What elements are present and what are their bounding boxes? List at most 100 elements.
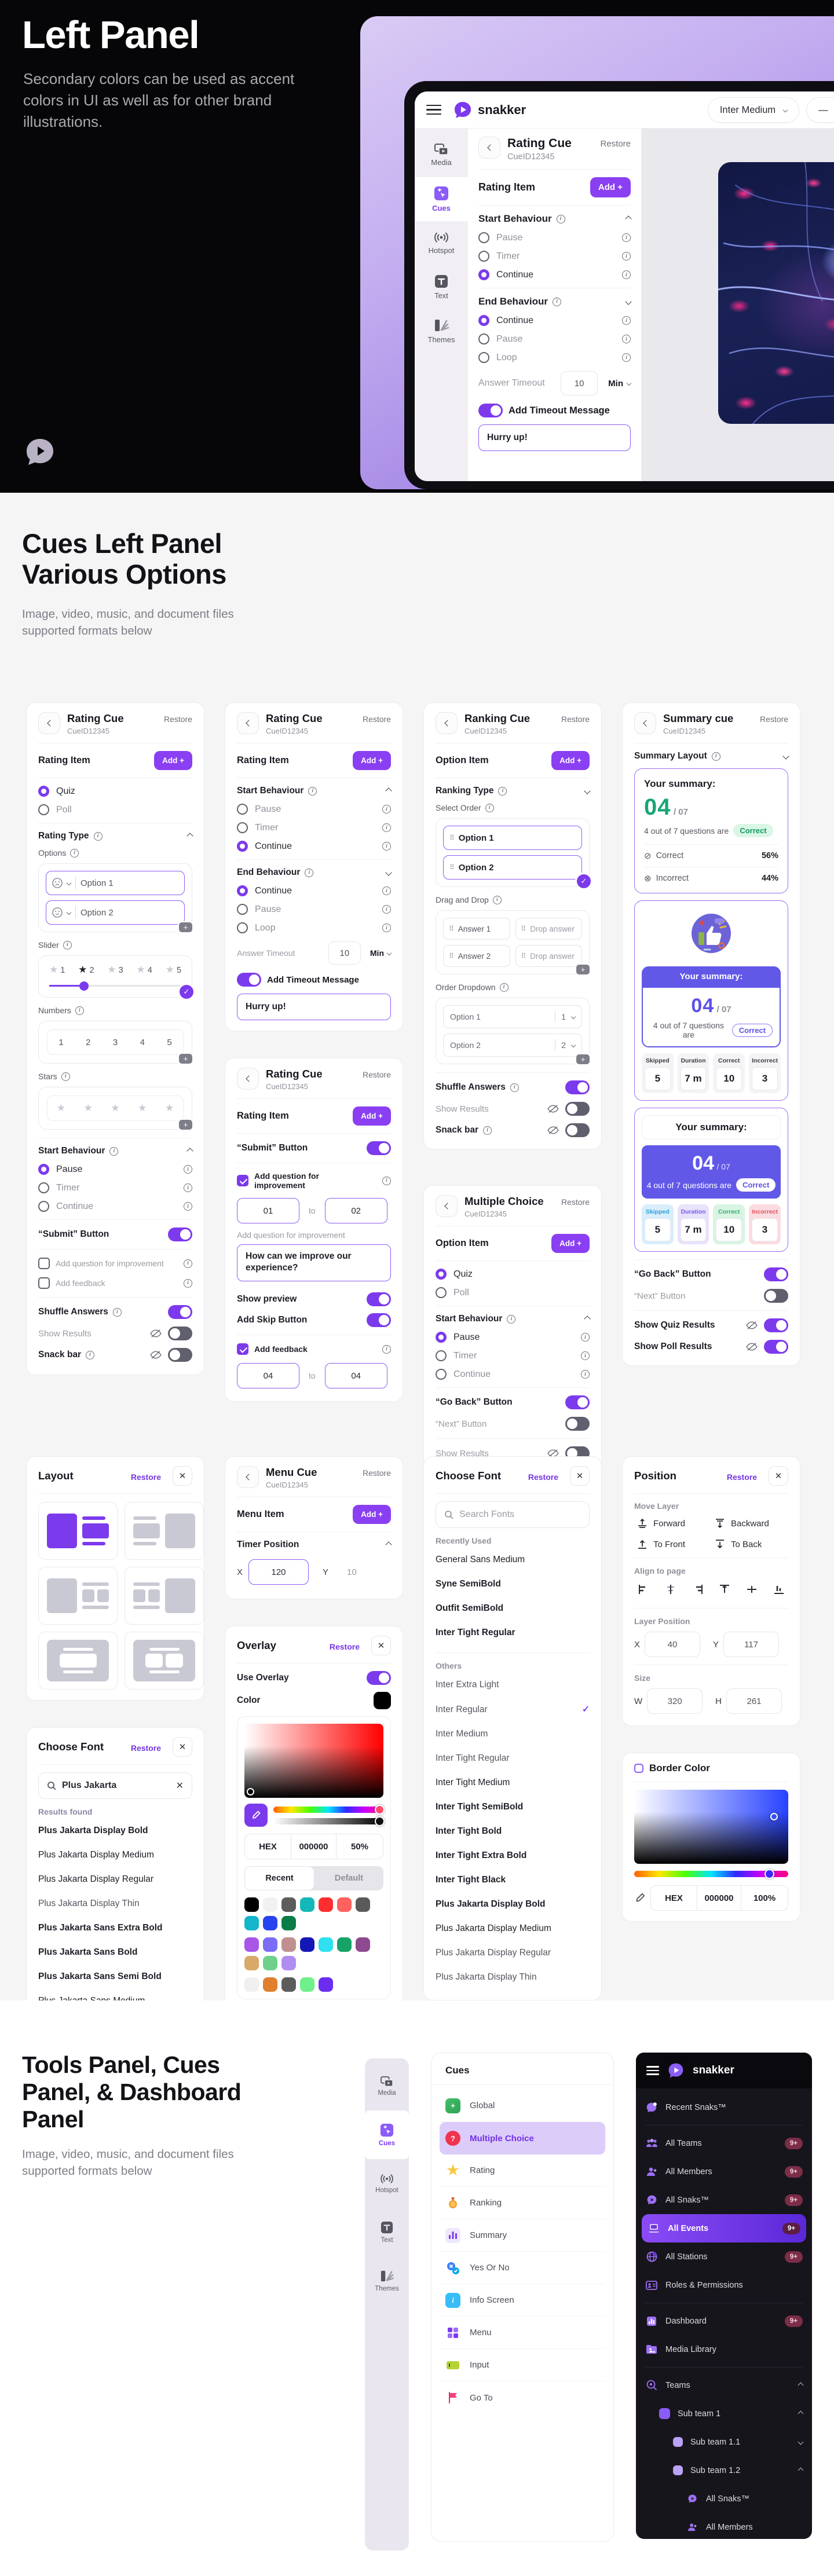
feedback-checkbox[interactable] (38, 1277, 50, 1289)
hex-value[interactable]: 000000 (291, 1834, 336, 1859)
radio-option[interactable]: Continue i (478, 269, 631, 280)
show-preview-toggle[interactable] (367, 1292, 391, 1306)
radio-option[interactable]: Continue i (237, 885, 391, 896)
move-forward-button[interactable]: Forward (637, 1518, 708, 1529)
radio-option[interactable]: Timer i (436, 1350, 590, 1361)
radio-option[interactable]: Timer i (237, 822, 391, 833)
cue-item-info-screen[interactable]: i Info Screen (440, 2284, 605, 2317)
add-button[interactable]: Add + (551, 751, 590, 770)
range-to-input[interactable] (324, 1198, 387, 1223)
hamburger-icon[interactable] (646, 2066, 659, 2075)
go-back-toggle[interactable] (565, 1395, 590, 1409)
dash-subteam-1-2[interactable]: Sub team 1.2 (636, 2456, 812, 2485)
layout-thumb-selected[interactable] (38, 1502, 118, 1560)
radio-option[interactable]: Pause i (478, 334, 631, 345)
radio-option[interactable]: Poll (38, 804, 192, 815)
submit-toggle[interactable] (367, 1141, 391, 1155)
timer-x-input[interactable] (248, 1559, 309, 1585)
timeout-message-input[interactable] (237, 994, 391, 1020)
show-results-toggle[interactable] (168, 1327, 192, 1340)
font-item[interactable]: Inter Tight Black (436, 1875, 506, 1885)
color-swatch[interactable] (244, 1937, 259, 1952)
restore-link[interactable]: Restore (163, 714, 192, 724)
font-select[interactable]: Inter Medium (707, 97, 800, 123)
align-top-button[interactable] (719, 1584, 730, 1598)
radio-option[interactable]: Quiz (436, 1269, 590, 1280)
add-option-button[interactable]: + (178, 921, 193, 933)
font-item[interactable]: Plus Jakarta Display Bold (436, 1899, 546, 1909)
font-item[interactable]: Plus Jakarta Display Regular (38, 1874, 154, 1884)
color-swatch[interactable] (281, 1937, 296, 1952)
restore-link[interactable]: Restore (362, 1070, 391, 1079)
layer-y-input[interactable] (723, 1632, 780, 1657)
dash-media-library[interactable]: Media Library (636, 2335, 812, 2364)
height-input[interactable] (726, 1688, 782, 1714)
cue-item-global[interactable]: + Global (440, 2090, 605, 2122)
close-icon[interactable]: ✕ (769, 1466, 788, 1486)
add-answer-button[interactable]: + (575, 963, 591, 976)
back-button[interactable] (436, 1195, 458, 1217)
tab-recent[interactable]: Recent (244, 1866, 314, 1890)
radio-option[interactable]: Loop i (478, 352, 631, 363)
restore-link[interactable]: Restore (561, 714, 590, 724)
next-toggle[interactable] (565, 1417, 590, 1431)
summary-layout-3[interactable]: Your summary: 04 / 07 4 out of 7 questio… (634, 1108, 788, 1252)
font-item[interactable]: Inter Tight SemiBold (436, 1802, 524, 1812)
cue-item-summary[interactable]: Summary (440, 2219, 605, 2252)
font-item[interactable]: Plus Jakarta Display Thin (436, 1972, 537, 1982)
timeout-message-input[interactable] (478, 424, 631, 451)
drop-box[interactable]: ⠿ Drop answer (515, 945, 582, 967)
eyedropper-button[interactable] (244, 1804, 268, 1827)
color-swatch[interactable] (356, 1897, 370, 1912)
current-color-swatch[interactable] (374, 1692, 391, 1709)
color-swatch[interactable] (263, 1977, 277, 1992)
dash-all-stations[interactable]: All Stations 9+ (636, 2242, 812, 2271)
back-button[interactable] (478, 137, 500, 159)
font-item[interactable]: Plus Jakarta Display Bold (38, 1826, 148, 1835)
cue-item-go-to[interactable]: Go To (440, 2381, 605, 2414)
font-item[interactable]: Inter Tight Extra Bold (436, 1851, 527, 1860)
order-option[interactable]: ⠿ Option 2 (443, 855, 582, 880)
color-swatch[interactable] (300, 1897, 314, 1912)
option-row[interactable]: Option 1 (46, 871, 185, 895)
cue-item-yes-or-no[interactable]: Yes Or No (440, 2252, 605, 2284)
dash-subteam-members[interactable]: All Members (636, 2513, 812, 2539)
font-size-stepper[interactable]: —20 (806, 97, 834, 123)
saturation-area[interactable] (244, 1724, 383, 1798)
layer-x-input[interactable] (645, 1632, 701, 1657)
align-hcenter-button[interactable] (665, 1584, 676, 1598)
color-swatch[interactable] (319, 1897, 333, 1912)
color-swatch[interactable] (263, 1956, 277, 1970)
color-swatch[interactable] (244, 1977, 259, 1992)
radio-option[interactable]: Timer i (478, 251, 631, 262)
back-button[interactable] (436, 712, 458, 734)
tool-themes[interactable]: Themes (365, 2256, 409, 2305)
radio-option[interactable]: Poll (436, 1287, 590, 1298)
font-item[interactable]: Inter Tight Regular (436, 1753, 510, 1763)
font-item[interactable]: Inter Medium (436, 1729, 488, 1739)
tab-default[interactable]: Default (334, 1874, 364, 1883)
feedback-from-input[interactable] (237, 1363, 299, 1388)
add-star-button[interactable]: + (178, 1119, 193, 1131)
color-swatch[interactable] (337, 1937, 352, 1952)
snackbar-toggle[interactable] (168, 1348, 192, 1362)
sidebar-item-themes[interactable]: Themes (415, 309, 468, 353)
back-button[interactable] (38, 712, 60, 734)
add-button[interactable]: Add + (353, 1505, 391, 1524)
font-item[interactable]: General Sans Medium (436, 1555, 525, 1564)
color-swatch[interactable] (263, 1897, 277, 1912)
answer-box[interactable]: ⠿ Answer 1 (443, 918, 510, 940)
font-item[interactable]: Inter Tight Regular (436, 1628, 515, 1637)
color-swatch[interactable] (244, 1916, 259, 1930)
improvement-checkbox[interactable] (38, 1258, 50, 1269)
align-vcenter-button[interactable] (746, 1584, 758, 1598)
close-icon[interactable]: ✕ (173, 1737, 192, 1757)
align-bottom-button[interactable] (773, 1584, 785, 1598)
radio-option[interactable]: Pause i (237, 804, 391, 815)
font-item[interactable]: Plus Jakarta Sans Bold (38, 1947, 138, 1957)
color-swatch[interactable] (263, 1916, 277, 1930)
saturation-area[interactable] (634, 1790, 788, 1864)
improvement-checkbox[interactable] (237, 1175, 248, 1186)
color-swatch[interactable] (300, 1937, 314, 1952)
